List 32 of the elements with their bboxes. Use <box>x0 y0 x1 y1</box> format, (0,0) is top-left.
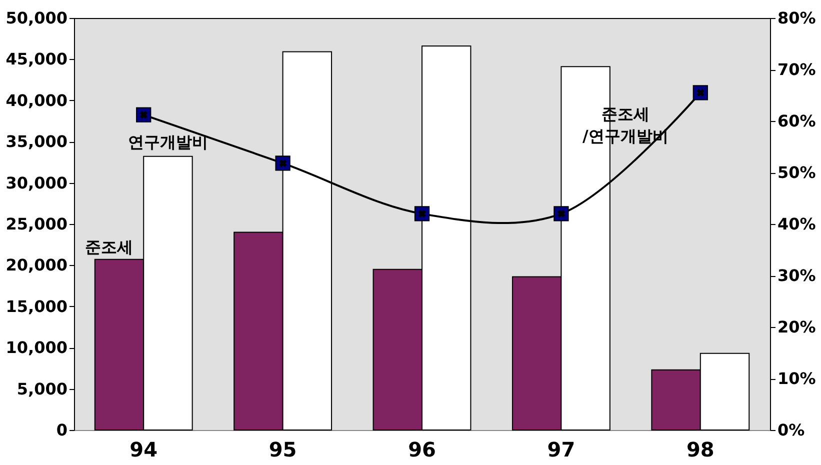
x-tick-label: 95 <box>268 438 297 462</box>
y2-tick-label: 20% <box>778 318 816 336</box>
y-tick-label: 0 <box>56 420 68 440</box>
y-tick-label: 50,000 <box>6 8 68 28</box>
point <box>692 85 708 100</box>
y-tick-label: 5,000 <box>16 379 68 398</box>
y2-tick-label: 50% <box>778 163 816 182</box>
x-tick-label: 96 <box>408 438 436 462</box>
y2-tick-label: 70% <box>778 60 816 79</box>
y-tick-label: 30,000 <box>6 173 68 192</box>
x-tick-label: 97 <box>547 438 576 462</box>
y-tick-label: 15,000 <box>6 296 68 316</box>
y2-tick-label: 40% <box>778 214 816 234</box>
point <box>414 206 430 222</box>
y-tick-label: 40,000 <box>6 90 68 110</box>
y-tick-label: 20,000 <box>6 256 68 275</box>
series-label: 연구개발비 <box>128 132 208 152</box>
y-tick-label: 45,000 <box>6 50 68 69</box>
y2-tick-label: 30% <box>778 266 816 285</box>
x-tick-label: 94 <box>130 438 158 462</box>
y2-tick-label: 10% <box>778 369 816 388</box>
y2-tick-label: 0% <box>778 420 805 440</box>
point <box>275 156 290 171</box>
point <box>554 206 569 222</box>
y2-tick-label: 80% <box>778 8 816 28</box>
y-tick-label: 35,000 <box>6 132 68 152</box>
y-tick-label: 10,000 <box>6 338 68 358</box>
y2-tick-label: 60% <box>778 112 816 130</box>
point <box>136 107 152 122</box>
y-tick-label: 25,000 <box>6 214 68 234</box>
x-tick-label: 98 <box>686 438 714 462</box>
series-label: 준조세 <box>85 237 134 256</box>
